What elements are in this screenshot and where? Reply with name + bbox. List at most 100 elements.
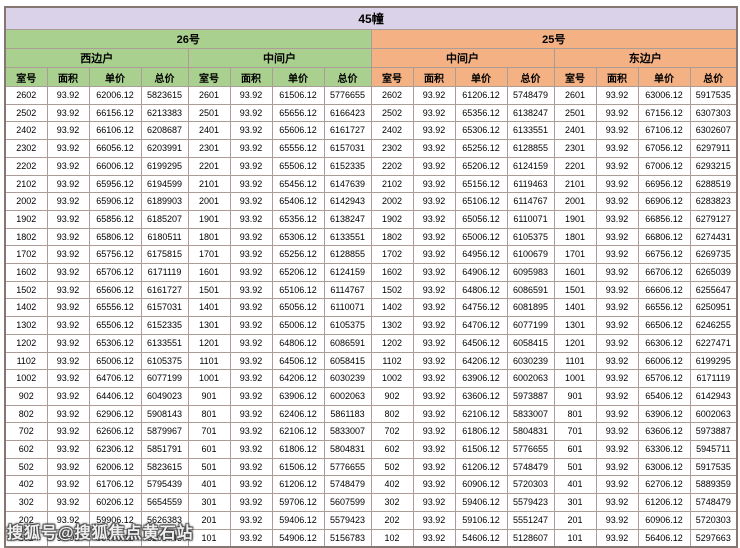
room-number-cell: 2001 — [553, 192, 597, 211]
room-number-cell: 902 — [370, 386, 414, 406]
total-price-cell: 6095983 — [506, 263, 555, 282]
total-price-cell: 6030239 — [323, 369, 372, 388]
unit-price-cell: 67056.12 — [637, 139, 691, 158]
unit-price-cell: 65656.12 — [271, 103, 325, 123]
unit-price-cell: 65106.12 — [454, 192, 508, 211]
total-price-cell: 6185207 — [140, 209, 189, 229]
table-row: 2102 93.92 65956.12 6194599 2101 93.92 65456.1… — [4, 174, 738, 194]
total-price-cell: 6030239 — [506, 351, 555, 371]
area-cell: 93.92 — [595, 510, 639, 530]
room-number-cell: 2402 — [370, 121, 414, 141]
room-number-cell: 1202 — [4, 333, 48, 353]
unit-price-cell: 66956.12 — [637, 174, 691, 194]
room-number-cell: 402 — [4, 475, 48, 495]
table-row: 2202 93.92 66006.12 6199295 2201 93.92 65506.1… — [4, 156, 738, 176]
unit-price-cell: 65306.12 — [454, 121, 508, 141]
room-number-cell: 1202 — [370, 333, 414, 353]
total-price-cell: 5720303 — [506, 475, 555, 495]
total-price-cell: 6077199 — [140, 369, 189, 388]
room-number-cell: 202 — [370, 510, 414, 530]
table-row: 702 93.92 62606.12 5879967 701 93.92 62106.12 5… — [4, 422, 738, 442]
total-price-cell: 6194599 — [140, 174, 189, 194]
total-price-cell: 6189903 — [140, 192, 189, 211]
area-cell: 93.92 — [595, 156, 639, 176]
column-header-row: 室号 面积 单价 总价 室号 面积 单价 总价 室号 面积 单价 总价 室号 面积 单价 总价 — [4, 67, 738, 87]
total-price-cell: 6161727 — [323, 121, 372, 141]
total-price-cell: 6077199 — [506, 316, 555, 335]
unit-type-east: 东边户 — [553, 48, 738, 68]
room-number-cell: 801 — [553, 404, 597, 424]
total-price-cell: 5917535 — [689, 86, 738, 105]
unit-price-cell: 65556.12 — [88, 298, 142, 318]
room-number-cell: 2102 — [370, 174, 414, 194]
room-number-cell: 701 — [553, 422, 597, 442]
total-price-cell: 5823615 — [140, 457, 189, 477]
table-row: 1602 93.92 65706.12 6171119 1601 93.92 65206.1… — [4, 263, 738, 282]
unit-price-cell: 65106.12 — [271, 280, 325, 300]
area-cell: 93.92 — [595, 121, 639, 141]
room-number-cell: 1402 — [370, 298, 414, 318]
area-cell: 93.92 — [46, 457, 90, 477]
room-number-cell: 1302 — [4, 316, 48, 335]
area-cell: 93.92 — [229, 156, 273, 176]
unit-price-cell: 65056.12 — [271, 298, 325, 318]
table-row: 402 93.92 61706.12 5795439 401 93.92 61206.12 5… — [4, 475, 738, 495]
total-price-cell: 6274431 — [689, 227, 738, 247]
total-price-cell: 5551247 — [506, 510, 555, 530]
unit-price-cell: 66006.12 — [637, 351, 691, 371]
total-price-cell: 6157031 — [323, 139, 372, 158]
unit-price-cell: 64406.12 — [88, 386, 142, 406]
total-price-cell: 6105375 — [506, 227, 555, 247]
total-price-cell: 6166423 — [323, 103, 372, 123]
unit-price-cell: 65506.12 — [88, 316, 142, 335]
room-number-cell: 101 — [187, 528, 231, 548]
total-price-cell: 5128607 — [506, 528, 555, 548]
unit-price-cell: 65556.12 — [271, 139, 325, 158]
unit-type-middle-26: 中间户 — [187, 48, 372, 68]
total-price-cell: 5973887 — [506, 386, 555, 406]
total-price-cell: 6171119 — [689, 369, 738, 388]
room-number-cell: 1301 — [553, 316, 597, 335]
room-number-cell: 2501 — [553, 103, 597, 123]
room-number-cell: 1801 — [187, 227, 231, 247]
table-row: 2302 93.92 66056.12 6203991 2301 93.92 65556.1… — [4, 139, 738, 158]
unit-price-cell: 65206.12 — [271, 263, 325, 282]
total-price-cell: 5607599 — [323, 493, 372, 512]
total-price-cell: 5748479 — [323, 475, 372, 495]
area-cell: 93.92 — [46, 121, 90, 141]
area-cell: 93.92 — [595, 528, 639, 548]
area-cell: 93.92 — [412, 351, 456, 371]
unit-price-cell: 65456.12 — [271, 174, 325, 194]
unit-price-cell: 61506.12 — [454, 440, 508, 459]
area-cell: 93.92 — [46, 209, 90, 229]
unit-price-cell: 65706.12 — [88, 263, 142, 282]
unit-price-cell: 67156.12 — [637, 103, 691, 123]
unit-price-cell: 54906.12 — [271, 528, 325, 548]
unit-price-cell: 65956.12 — [88, 174, 142, 194]
unit-price-cell: 65356.12 — [454, 103, 508, 123]
total-price-cell: 6133551 — [140, 333, 189, 353]
table-row: 1502 93.92 65606.12 6161727 1501 93.92 65106.1… — [4, 280, 738, 300]
room-number-cell: 1402 — [4, 298, 48, 318]
area-cell: 93.92 — [46, 422, 90, 442]
total-price-cell: 6307303 — [689, 103, 738, 123]
total-price-cell: 6124159 — [506, 156, 555, 176]
unit-price-cell: 61506.12 — [271, 457, 325, 477]
area-cell: 93.92 — [412, 156, 456, 176]
total-price-cell: 6199295 — [140, 156, 189, 176]
total-price-cell: 5861183 — [323, 404, 372, 424]
area-cell: 93.92 — [412, 316, 456, 335]
room-number-cell: 402 — [370, 475, 414, 495]
unit-price-cell: 62106.12 — [454, 404, 508, 424]
table-row: 602 93.92 62306.12 5851791 601 93.92 61806.12 5… — [4, 440, 738, 459]
total-price-header: 总价 — [506, 67, 555, 87]
unit-price-cell: 59106.12 — [454, 510, 508, 530]
area-cell: 93.92 — [412, 493, 456, 512]
room-number-cell: 2302 — [370, 139, 414, 158]
section-26-header: 26号 — [4, 29, 372, 49]
total-price-cell: 5776655 — [323, 457, 372, 477]
room-number-cell: 1102 — [4, 351, 48, 371]
table-row: 1702 93.92 65756.12 6175815 1701 93.92 65256.1… — [4, 245, 738, 265]
room-number-cell: 502 — [370, 457, 414, 477]
